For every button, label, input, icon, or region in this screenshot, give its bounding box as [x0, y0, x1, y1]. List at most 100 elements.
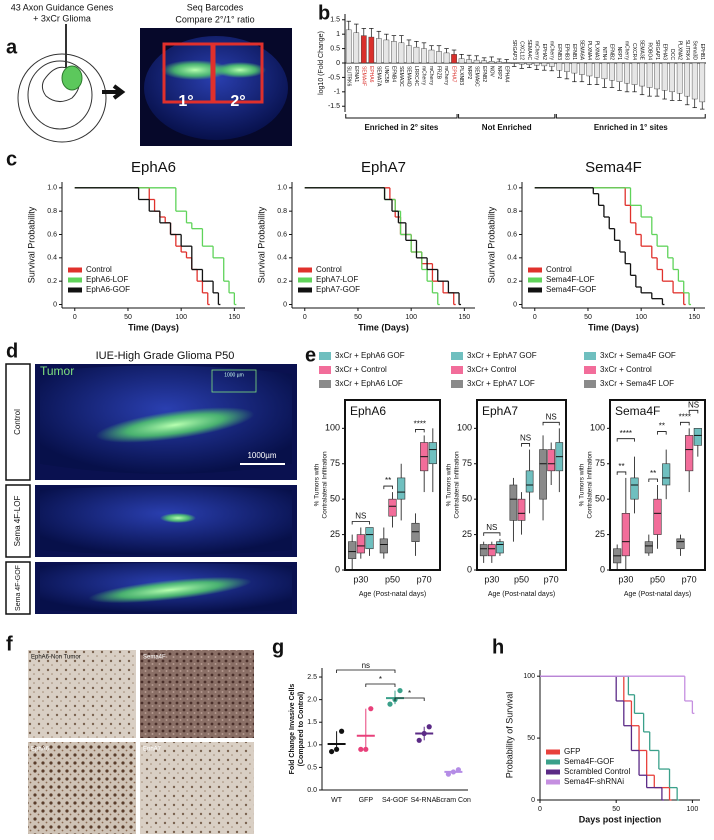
- box: [496, 541, 504, 554]
- category-label: SRGAP3: [511, 40, 517, 61]
- bar: [473, 59, 480, 64]
- y-tick-label: 0: [600, 564, 605, 574]
- group-bracket: [458, 114, 556, 119]
- legend-label: GFP: [564, 747, 580, 756]
- seq-subtitle: Compare 2°/1° ratio: [175, 14, 254, 24]
- row-label: Sema 4F-GOF: [15, 565, 22, 611]
- category-label: Sema3D: [691, 41, 697, 61]
- y-axis-label: Survival Probability: [26, 206, 36, 283]
- y-tick-label: 1.5: [330, 17, 340, 24]
- bar: [376, 38, 382, 64]
- category-label: mCherry: [443, 66, 449, 86]
- y-tick-label: 0: [283, 301, 287, 308]
- x-tick-label: p30: [618, 574, 633, 584]
- scale-bar-label: 1000µm: [247, 451, 276, 460]
- legend-label: 3xCr + Sema4F GOF: [600, 351, 676, 360]
- y-axis-label: % Tumors with: [314, 463, 321, 506]
- bar: [661, 62, 668, 91]
- significance-label: NS: [355, 512, 366, 521]
- chart-title: EphA7: [361, 159, 406, 176]
- box: [539, 449, 547, 500]
- legend-swatch: [319, 352, 331, 360]
- box: [621, 513, 630, 557]
- legend-label: Scrambled Control: [564, 767, 630, 776]
- box: [525, 470, 534, 493]
- category-label: mCherry: [428, 66, 434, 86]
- x-axis-label: Age (Post-natal days): [488, 591, 555, 598]
- bar: [624, 62, 630, 84]
- group-bracket: [555, 114, 706, 119]
- legend-label: 3xCr + Control: [600, 365, 652, 374]
- bar: [548, 62, 555, 67]
- group-label: Not Enriched: [482, 123, 532, 132]
- box: [693, 428, 702, 446]
- bar: [616, 62, 623, 82]
- y-tick-label: 0.2: [507, 278, 517, 285]
- bar: [541, 62, 548, 67]
- x-tick-label: 50: [124, 314, 132, 321]
- y-tick-label: 0: [53, 301, 57, 308]
- category-label: DCC: [669, 49, 675, 60]
- bar: [699, 62, 706, 103]
- histology-images: [28, 650, 254, 834]
- box: [630, 477, 639, 500]
- bar: [368, 36, 375, 64]
- legend-swatch: [528, 287, 542, 293]
- x-tick-label: WT: [331, 797, 343, 804]
- significance-bracket: [688, 409, 699, 414]
- y-tick-label: 75: [330, 458, 340, 468]
- glioma-label: + 3xCr Glioma: [33, 13, 91, 23]
- legend-label: EphA7-LOF: [316, 275, 358, 284]
- category-label: EPHA4: [503, 66, 509, 83]
- significance-bracket: [365, 683, 396, 687]
- x-tick-label: p30: [353, 574, 368, 584]
- brain-images: [35, 364, 297, 614]
- group-label: Enriched in 1° sites: [594, 123, 668, 132]
- bar: [511, 62, 518, 64]
- panel-letter: c: [6, 148, 17, 170]
- significance-label: **: [385, 476, 391, 485]
- significance-bracket: [521, 443, 531, 447]
- y-tick-label: 0.6: [277, 231, 287, 238]
- group-label: Enriched in 2° sites: [364, 123, 438, 132]
- y-tick-label: -0.5: [328, 74, 340, 81]
- bar: [669, 62, 675, 93]
- region-label: 2°: [230, 93, 245, 110]
- significance-label: *: [379, 675, 382, 684]
- x-tick-label: p50: [650, 574, 665, 584]
- x-axis-label: Time (Days): [358, 322, 409, 332]
- legend-swatch: [319, 380, 331, 388]
- x-tick-label: 50: [612, 806, 620, 813]
- bar: [451, 54, 457, 64]
- image-label: EphA6: [31, 747, 50, 753]
- legend-swatch: [298, 287, 312, 293]
- y-axis-label: Contralateral Infiltration: [454, 451, 461, 519]
- category-label: SLITRK4: [684, 40, 690, 61]
- x-tick-label: 0: [303, 314, 307, 321]
- legend-label: 3xCr+ Control: [467, 365, 517, 374]
- legend-swatch: [528, 277, 542, 283]
- image-label: EphA6-Non Tumor: [31, 655, 81, 661]
- significance-bracket: [415, 429, 425, 433]
- box: [644, 541, 653, 554]
- legend-label: Sema4F-GOF: [546, 285, 596, 294]
- data-point: [339, 728, 345, 734]
- box: [662, 463, 671, 486]
- image-label: EphA7: [143, 747, 162, 753]
- category-label: SLITRK6: [345, 66, 351, 87]
- y-tick-label: 75: [462, 458, 472, 468]
- group-bracket: [345, 114, 458, 119]
- box: [348, 541, 357, 559]
- plot-frame: [344, 399, 441, 571]
- legend-swatch: [584, 366, 596, 374]
- category-label: FRZB: [436, 66, 442, 80]
- category-label: NRP1: [616, 47, 622, 61]
- plot-frame: [476, 399, 567, 571]
- y-tick-label: 0.2: [277, 278, 287, 285]
- x-tick-label: Scram Con: [436, 797, 471, 804]
- box: [488, 544, 496, 557]
- y-tick-label: 50: [595, 494, 605, 504]
- significance-label: ****: [679, 412, 691, 421]
- bar: [436, 51, 442, 64]
- panel-letter: d: [6, 340, 18, 362]
